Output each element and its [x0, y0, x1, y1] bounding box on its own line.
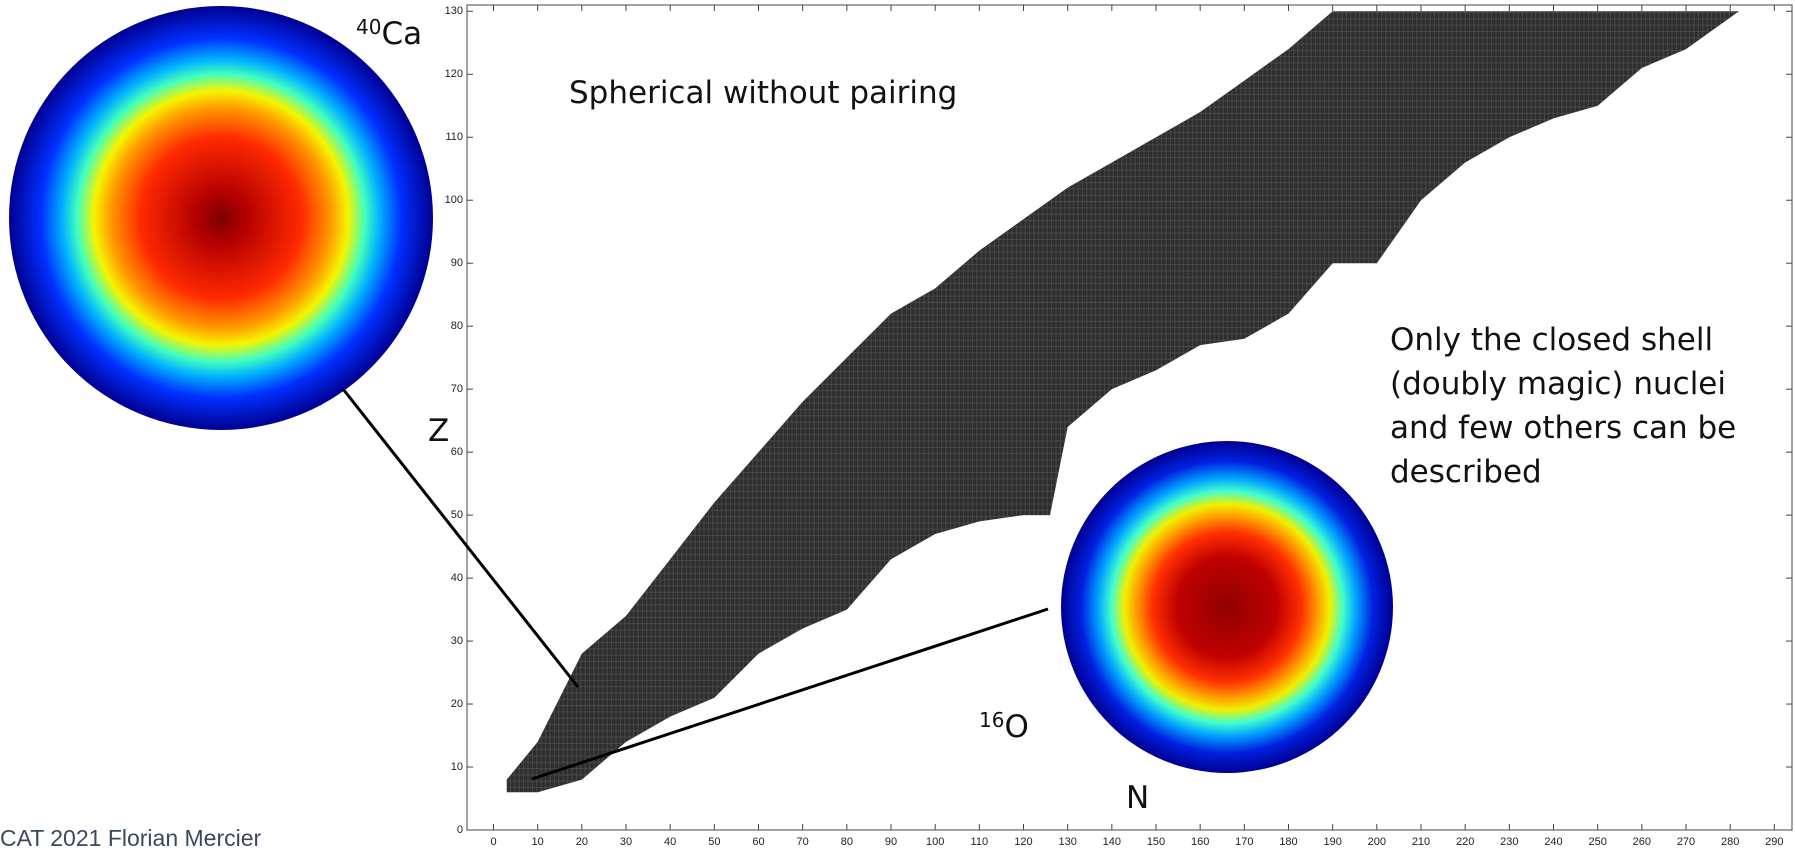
x-tick-label: 20	[576, 836, 588, 848]
x-tick-label: 170	[1235, 836, 1253, 848]
x-tick-label: 220	[1456, 836, 1474, 848]
x-tick-label: 60	[752, 836, 764, 848]
x-tick-label: 120	[1014, 836, 1032, 848]
note-line: Only the closed shell	[1390, 322, 1713, 358]
x-tick-label: 0	[490, 836, 496, 848]
y-tick-label: 110	[445, 131, 463, 143]
x-tick-label: 290	[1765, 836, 1783, 848]
y-tick-label: 30	[451, 635, 463, 647]
panel-title: Spherical without pairing	[569, 75, 957, 111]
nucleus-density-o	[1061, 441, 1393, 773]
x-tick-label: 240	[1544, 836, 1562, 848]
y-tick-label: 50	[451, 509, 463, 521]
y-tick-label: 120	[445, 68, 463, 80]
note-line: and few others can be	[1390, 410, 1736, 446]
x-tick-label: 270	[1677, 836, 1695, 848]
x-tick-label: 230	[1500, 836, 1518, 848]
nucleus-density-ca	[9, 6, 433, 430]
x-tick-label: 40	[664, 836, 676, 848]
x-tick-label: 210	[1412, 836, 1430, 848]
x-tick-label: 250	[1588, 836, 1606, 848]
page: {"chart_data": {"type": "range-area", "t…	[0, 0, 1795, 851]
y-tick-label: 130	[445, 5, 463, 17]
x-tick-label: 180	[1279, 836, 1297, 848]
x-tick-label: 260	[1633, 836, 1651, 848]
x-tick-label: 50	[708, 836, 720, 848]
nucleus-label: 40Ca	[356, 15, 422, 52]
x-tick-label: 140	[1103, 836, 1121, 848]
x-tick-label: 190	[1323, 836, 1341, 848]
x-axis-label: N	[1126, 780, 1149, 816]
y-tick-label: 90	[451, 257, 463, 269]
y-tick-label: 60	[451, 446, 463, 458]
y-tick-label: 10	[451, 761, 463, 773]
element-symbol: Ca	[381, 16, 422, 52]
x-tick-label: 80	[841, 836, 853, 848]
y-tick-label: 0	[457, 824, 463, 836]
note-line: described	[1390, 454, 1542, 490]
y-tick-label: 20	[451, 698, 463, 710]
mass-number: 40	[356, 15, 381, 39]
x-tick-label: 200	[1368, 836, 1386, 848]
y-axis-label: Z	[428, 413, 449, 449]
y-tick-label: 80	[451, 320, 463, 332]
y-tick-label: 100	[445, 194, 463, 206]
x-tick-label: 10	[532, 836, 544, 848]
slide: 0102030405060708090100110120130140150160…	[0, 0, 1795, 851]
y-tick-label: 70	[451, 383, 463, 395]
x-tick-label: 160	[1191, 836, 1209, 848]
x-tick-label: 110	[971, 836, 989, 848]
footer: CAT 2021 Florian Mercier	[0, 825, 262, 851]
mass-number: 16	[979, 708, 1004, 732]
element-symbol: O	[1004, 709, 1028, 745]
x-tick-label: 70	[797, 836, 809, 848]
x-tick-label: 280	[1721, 836, 1739, 848]
x-tick-label: 150	[1147, 836, 1165, 848]
x-tick-label: 100	[926, 836, 944, 848]
x-tick-label: 30	[620, 836, 632, 848]
y-tick-label: 40	[451, 572, 463, 584]
x-tick-label: 90	[885, 836, 897, 848]
x-tick-label: 130	[1058, 836, 1076, 848]
note-line: (doubly magic) nuclei	[1390, 366, 1726, 402]
